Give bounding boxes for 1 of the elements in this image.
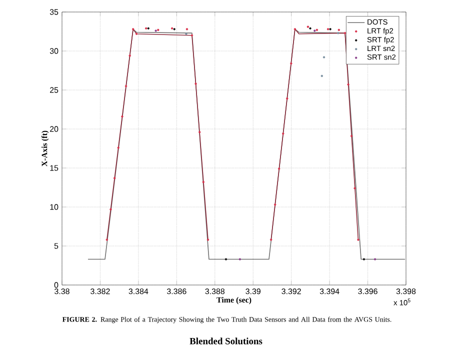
text: Blended Solutions — [190, 338, 262, 344]
